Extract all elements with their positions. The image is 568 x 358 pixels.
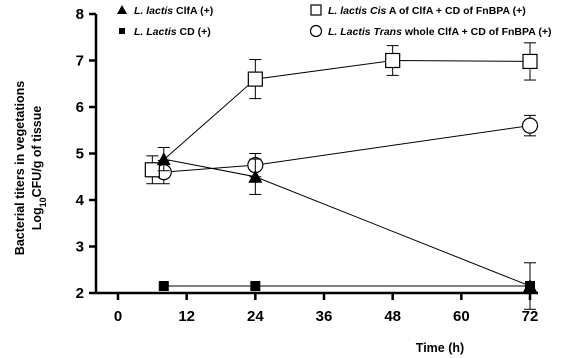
- y-tick-label: 5: [76, 146, 84, 163]
- legend-label: L. Lactis Trans whole ClfA + CD of FnBPA…: [328, 26, 551, 38]
- legend-label-italic: L. lactis Cis: [328, 5, 387, 17]
- data-point: [144, 162, 160, 178]
- y-tick-label: 2: [76, 285, 84, 302]
- legend-label-rest: whole ClfA + CD of FnBPA (+): [402, 26, 552, 38]
- data-point: [523, 279, 537, 293]
- data-point: [117, 5, 127, 14]
- y-tick-label: 7: [76, 53, 84, 70]
- y-axis-label: Bacterial titers in vegetations Log10CFU…: [13, 81, 48, 255]
- series-line: [163, 158, 531, 287]
- x-tick-label: 48: [384, 308, 401, 325]
- x-tick-label: 60: [453, 308, 470, 325]
- data-point: [247, 71, 263, 87]
- series-4: [155, 114, 539, 185]
- chart-series: [144, 42, 539, 310]
- legend-label-rest: CD (+): [177, 26, 211, 38]
- legend-item-2: L. Lactis CD (+): [119, 26, 211, 38]
- data-point: [250, 281, 261, 292]
- y-tick-label: 6: [76, 99, 84, 116]
- data-point: [309, 24, 323, 38]
- series-2: [158, 281, 535, 292]
- series-line: [152, 59, 531, 171]
- data-point: [248, 169, 263, 183]
- legend-label: L. lactis ClfA (+): [134, 5, 213, 17]
- chart-axes: 2 3 4 5 6 7 8 0 12 24 36 48 60 72: [76, 6, 539, 325]
- legend-item-4: L. Lactis Trans whole ClfA + CD of FnBPA…: [309, 24, 551, 38]
- y-axis-label-line1: Bacterial titers in vegetations: [13, 81, 27, 255]
- legend-item-3: L. lactis Cis A of ClfA + CD of FnBPA (+…: [310, 4, 526, 17]
- data-point: [521, 117, 539, 134]
- legend-label: L. lactis Cis A of ClfA + CD of FnBPA (+…: [328, 5, 526, 17]
- legend-label: L. Lactis CD (+): [134, 26, 211, 38]
- x-tick-label: 0: [114, 308, 122, 325]
- y-tick-label: 4: [76, 192, 85, 209]
- data-point: [385, 52, 401, 69]
- legend-label-italic: L. Lactis Trans: [328, 26, 402, 38]
- legend-label-rest: ClfA (+): [173, 5, 213, 17]
- series-3: [144, 42, 538, 185]
- x-axis-label: Time (h): [416, 341, 464, 355]
- series-1: [156, 146, 537, 310]
- legend-item-1: L. lactis ClfA (+): [117, 5, 213, 17]
- legend-label-italic: L. lactis: [134, 5, 173, 17]
- legend-label-rest: A of ClfA + CD of FnBPA (+): [386, 5, 525, 17]
- data-point: [158, 281, 169, 292]
- y-tick-label: 3: [76, 239, 84, 256]
- x-tick-label: 12: [178, 308, 195, 325]
- x-tick-label: 36: [316, 308, 333, 325]
- x-tick-label: 72: [522, 308, 539, 325]
- data-point: [119, 28, 125, 34]
- series-line: [163, 125, 531, 173]
- y-tick-label: 8: [76, 6, 84, 23]
- legend-label-italic: L. Lactis: [134, 26, 177, 38]
- y-axis-label-line2: Log10CFU/g of tissue: [30, 106, 48, 231]
- data-point: [522, 53, 538, 70]
- chart-legend: L. lactis ClfA (+) L. Lactis CD (+) L. lac…: [117, 4, 551, 38]
- x-tick-label: 24: [247, 308, 264, 325]
- data-point: [156, 152, 171, 166]
- data-point: [310, 4, 322, 16]
